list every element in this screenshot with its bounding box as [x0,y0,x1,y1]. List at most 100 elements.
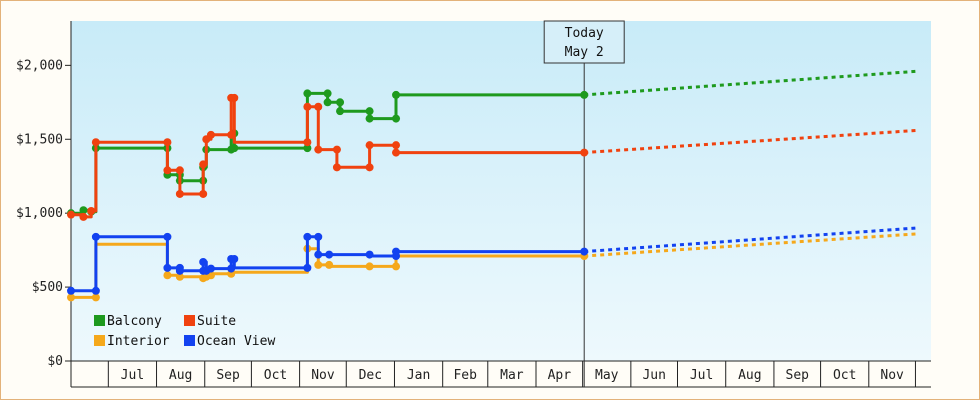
y-tick-label: $2,000 [16,58,63,73]
month-label: Aug [738,368,761,383]
today-marker: Today May 2 [543,20,625,387]
data-point-ocean-view[interactable] [67,286,75,295]
data-point-balcony[interactable] [323,98,332,107]
data-point-suite[interactable] [314,102,323,111]
data-point-interior[interactable] [67,293,75,302]
data-point-suite[interactable] [392,148,401,157]
data-point-interior[interactable] [392,262,401,271]
data-point-suite[interactable] [227,130,236,139]
data-point-ocean-view[interactable] [199,257,208,266]
data-point-balcony[interactable] [580,90,589,99]
data-point-balcony[interactable] [365,114,374,123]
data-point-balcony[interactable] [392,90,401,99]
legend-swatch-ocean-view [184,335,195,346]
plot-background [71,21,931,361]
legend-swatch-suite [184,315,195,326]
data-point-interior[interactable] [163,271,172,280]
data-point-ocean-view[interactable] [227,264,236,273]
today-box [543,20,625,64]
data-point-ocean-view[interactable] [303,263,312,272]
legend: Balcony Suite Interior Ocean View [94,314,275,349]
data-point-suite[interactable] [67,210,75,219]
month-label: Sep [786,368,810,383]
axes: $0 $500 $1,000 $1,500 $2,000 Jul Aug Sep Oct Nov D… [16,21,931,388]
data-point-suite[interactable] [392,141,401,150]
data-point-balcony[interactable] [230,144,239,153]
data-point-suite[interactable] [303,138,312,147]
data-point-suite[interactable] [79,212,88,221]
legend-label-suite: Suite [197,314,236,329]
data-point-suite[interactable] [175,189,184,198]
data-point-balcony[interactable] [79,206,88,215]
series-layer [67,69,918,302]
y-tick-label: $1,000 [16,206,63,221]
month-label: Nov [880,368,904,383]
data-point-ocean-view[interactable] [175,266,184,275]
data-point-ocean-view[interactable] [392,247,401,256]
data-point-suite[interactable] [580,148,589,157]
month-label: Sep [216,368,240,383]
month-label: Aug [169,368,192,383]
data-point-balcony[interactable] [392,114,401,123]
y-tick-label: $1,500 [16,132,63,147]
data-point-suite[interactable] [91,138,100,147]
data-point-ocean-view[interactable] [580,247,589,256]
data-point-interior[interactable] [325,260,334,269]
month-label: Jan [407,368,430,383]
data-point-balcony[interactable] [303,144,312,153]
month-label: Mar [500,368,524,383]
data-point-suite[interactable] [163,138,172,147]
data-point-ocean-view[interactable] [325,250,334,259]
data-point-ocean-view[interactable] [303,232,312,241]
month-label: Jun [642,368,665,383]
y-tick-label: $0 [47,354,63,369]
data-point-suite[interactable] [230,93,239,102]
data-point-suite[interactable] [199,189,208,198]
data-point-balcony[interactable] [336,107,345,116]
data-point-suite[interactable] [332,145,341,154]
data-point-interior[interactable] [365,262,374,271]
data-point-ocean-view[interactable] [230,255,239,263]
data-point-ocean-view[interactable] [314,232,323,241]
legend-label-ocean-view: Ocean View [197,334,275,349]
data-point-suite[interactable] [163,166,172,175]
month-label: Jul [690,368,713,383]
month-label: Nov [311,368,335,383]
month-label: May [595,368,619,383]
data-point-balcony[interactable] [323,89,332,98]
series-ocean-view [67,226,918,295]
data-point-balcony[interactable] [336,98,345,107]
series-suite [67,93,918,221]
data-point-suite[interactable] [175,166,184,175]
data-point-interior[interactable] [175,272,184,281]
data-point-ocean-view[interactable] [206,264,215,273]
data-point-interior[interactable] [314,260,323,269]
legend-label-balcony: Balcony [107,314,162,329]
data-point-ocean-view[interactable] [365,250,374,259]
data-point-ocean-view[interactable] [314,250,323,259]
month-label: Oct [264,368,287,383]
data-point-suite[interactable] [199,160,208,169]
month-label: Feb [453,368,477,383]
data-point-suite[interactable] [314,145,323,154]
y-tick-label: $500 [32,280,63,295]
data-point-ocean-view[interactable] [163,263,172,272]
data-point-interior[interactable] [91,293,100,302]
data-point-suite[interactable] [365,141,374,150]
data-point-ocean-view[interactable] [163,232,172,241]
data-point-suite[interactable] [87,206,96,215]
data-point-ocean-view[interactable] [91,286,100,295]
data-point-suite[interactable] [303,102,312,111]
legend-swatch-balcony [94,315,105,326]
data-point-suite[interactable] [365,163,374,172]
data-point-balcony[interactable] [303,89,312,98]
data-point-suite[interactable] [206,130,215,139]
data-point-ocean-view[interactable] [91,232,100,241]
data-point-suite[interactable] [332,163,341,172]
legend-label-interior: Interior [107,334,170,349]
month-label: Dec [359,368,382,383]
month-label: Apr [548,368,572,383]
data-point-balcony[interactable] [365,107,374,116]
